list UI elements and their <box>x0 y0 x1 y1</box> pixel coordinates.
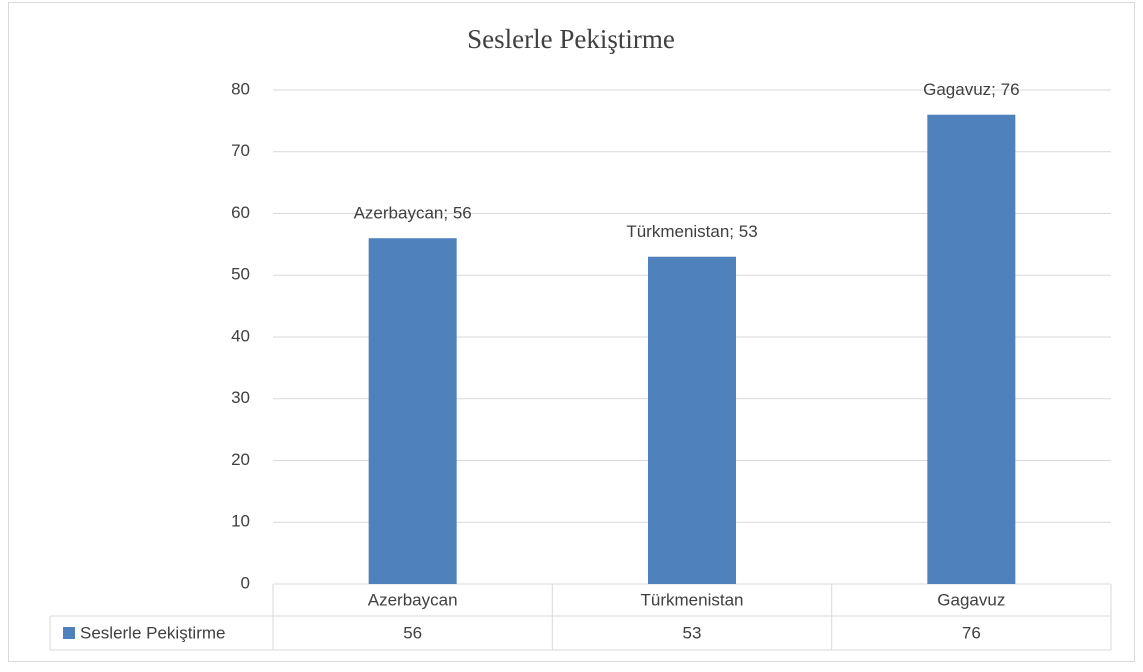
y-tick-label: 10 <box>231 512 250 531</box>
x-tick-label: Azerbaycan <box>368 590 458 609</box>
bar <box>927 114 1016 584</box>
chart-title: Seslerle Pekiştirme <box>467 24 675 54</box>
y-tick-label: 80 <box>231 79 250 98</box>
y-tick-label: 0 <box>241 573 250 592</box>
table-value: 76 <box>962 623 981 642</box>
x-tick-label: Türkmenistan <box>641 590 744 609</box>
y-tick-label: 40 <box>231 326 250 345</box>
x-tick-label: Gagavuz <box>937 590 1005 609</box>
data-label: Azerbaycan; 56 <box>354 204 472 223</box>
y-tick-label: 60 <box>231 203 250 222</box>
y-tick-label: 70 <box>231 141 250 160</box>
table-value: 56 <box>403 623 422 642</box>
data-label: Türkmenistan; 53 <box>626 222 757 241</box>
bar <box>648 256 736 584</box>
table-value: 53 <box>683 623 702 642</box>
y-tick-label: 20 <box>231 450 250 469</box>
y-tick-label: 30 <box>231 388 250 407</box>
y-tick-label: 50 <box>231 265 250 284</box>
legend-label: Seslerle Pekiştirme <box>80 623 226 642</box>
data-label: Gagavuz; 76 <box>923 80 1019 99</box>
legend-swatch <box>63 627 75 639</box>
bar <box>368 238 457 584</box>
